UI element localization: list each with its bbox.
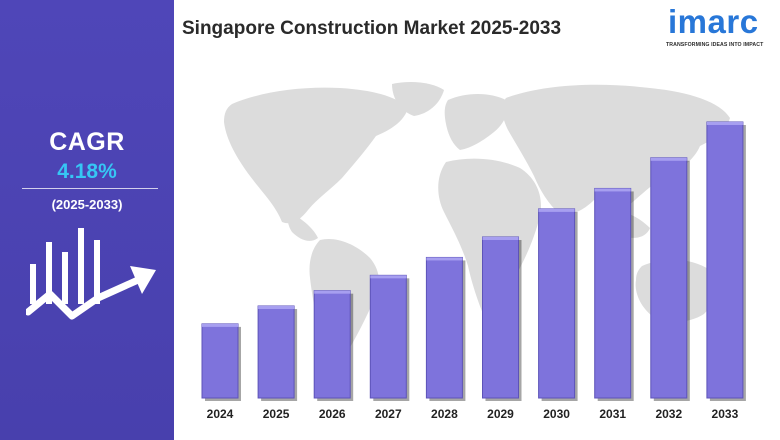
bar-rect	[425, 256, 463, 399]
bar-2032	[650, 157, 690, 401]
bar-2024	[201, 323, 241, 401]
bar-highlight	[538, 208, 575, 212]
cagr-label: CAGR	[49, 128, 125, 156]
bar-rect	[538, 208, 576, 399]
cagr-divider	[22, 188, 158, 189]
bar-2025	[257, 305, 298, 401]
growth-chart-icon	[26, 228, 156, 320]
x-tick-label-2026: 2026	[319, 407, 346, 421]
bar-2033	[706, 121, 746, 401]
bar-rect	[594, 187, 632, 399]
bar-2028	[425, 256, 466, 401]
imarc-logo: imarc TRANSFORMING IDEAS INTO IMPACT	[664, 3, 772, 52]
bar-rect	[257, 305, 295, 399]
bar-highlight	[594, 188, 631, 192]
x-tick-label-2033: 2033	[712, 407, 739, 421]
x-axis-ticks: 2024 2025 2026 2027 2028 2029 2030 2031 2032 2033	[207, 407, 739, 421]
bar-rect	[369, 274, 407, 399]
cagr-value: 4.18%	[57, 160, 117, 183]
bar-highlight	[482, 237, 519, 240]
x-tick-label-2027: 2027	[375, 407, 402, 421]
x-tick-label-2024: 2024	[207, 407, 234, 421]
bar-2027	[369, 274, 410, 401]
bar-rect	[313, 290, 351, 399]
logo-wordmark: imarc	[668, 3, 759, 40]
x-tick-label-2028: 2028	[431, 407, 458, 421]
bar-rect	[201, 323, 239, 399]
x-tick-label-2032: 2032	[655, 407, 682, 421]
bar-rect	[482, 236, 519, 399]
bar-2026	[313, 290, 354, 401]
bar-2030	[538, 208, 578, 401]
bar-highlight	[314, 290, 351, 294]
x-tick-label-2030: 2030	[543, 407, 570, 421]
bar-2029	[482, 236, 522, 401]
bar-highlight	[426, 257, 463, 261]
x-tick-label-2029: 2029	[487, 407, 514, 421]
x-tick-label-2025: 2025	[263, 407, 290, 421]
cagr-sidebar: CAGR 4.18% (2025-2033)	[0, 0, 174, 440]
bar-2031	[594, 187, 634, 401]
bar-highlight	[650, 157, 687, 161]
bar-highlight	[370, 275, 407, 279]
bar-highlight	[706, 122, 743, 125]
bar-highlight	[202, 323, 238, 327]
bar-rect	[706, 121, 744, 399]
bars-group	[201, 121, 746, 401]
cagr-period: (2025-2033)	[51, 197, 123, 212]
chart-title: Singapore Construction Market 2025-2033	[182, 18, 562, 39]
logo-tagline: TRANSFORMING IDEAS INTO IMPACT	[666, 42, 764, 48]
x-tick-label-2031: 2031	[599, 407, 626, 421]
bar-highlight	[258, 306, 295, 309]
bar-rect	[650, 157, 688, 399]
